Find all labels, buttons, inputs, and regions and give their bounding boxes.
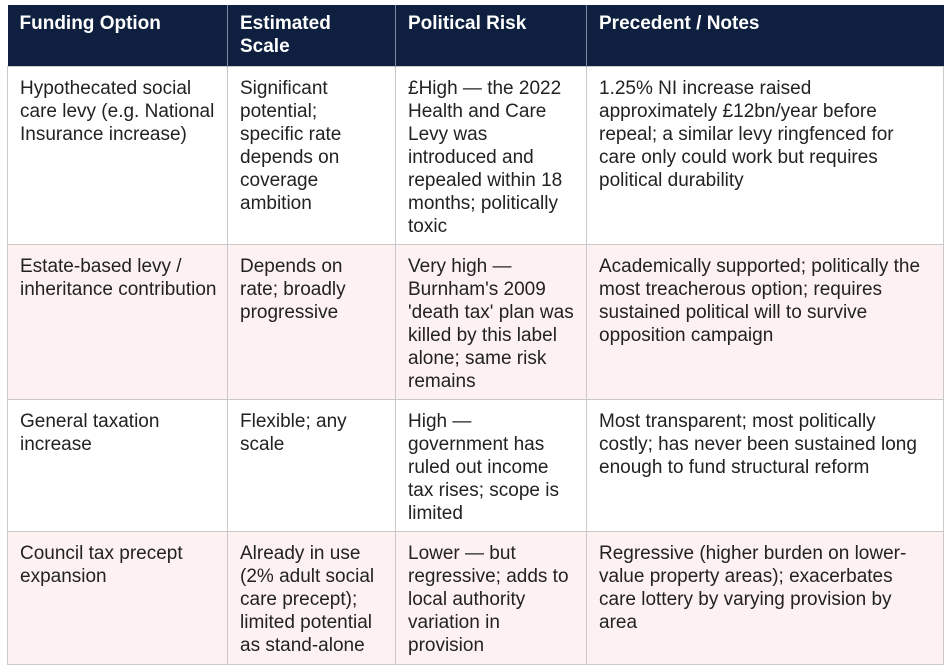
table-row: Estate-based levy / inheritance contribu…: [7, 244, 944, 400]
cell-political-risk: High — government has ruled out income t…: [395, 399, 587, 532]
cell-funding-option: General taxation increase: [7, 399, 228, 532]
cell-precedent-notes: 1.25% NI increase raised approximately £…: [586, 66, 944, 245]
cell-funding-option: Estate-based levy / inheritance contribu…: [7, 244, 228, 400]
header-precedent-notes: Precedent / Notes: [586, 5, 944, 67]
cell-estimated-scale: Flexible; any scale: [227, 399, 396, 532]
funding-options-table: Funding Option Estimated Scale Political…: [7, 5, 944, 665]
table-row: Hypothecated social care levy (e.g. Nati…: [7, 66, 944, 245]
table-row: Council tax precept expansion Already in…: [7, 531, 944, 665]
cell-funding-option: Council tax precept expansion: [7, 531, 228, 665]
header-estimated-scale: Estimated Scale: [227, 5, 396, 67]
cell-precedent-notes: Most transparent; most politically costl…: [586, 399, 944, 532]
table-row: General taxation increase Flexible; any …: [7, 399, 944, 532]
header-funding-option: Funding Option: [7, 5, 228, 67]
header-political-risk: Political Risk: [395, 5, 587, 67]
cell-funding-option: Hypothecated social care levy (e.g. Nati…: [7, 66, 228, 245]
table-header-row: Funding Option Estimated Scale Political…: [7, 5, 944, 67]
cell-political-risk: Lower — but regressive; adds to local au…: [395, 531, 587, 665]
cell-estimated-scale: Already in use (2% adult social care pre…: [227, 531, 396, 665]
cell-precedent-notes: Academically supported; politically the …: [586, 244, 944, 400]
cell-political-risk: £High — the 2022 Health and Care Levy wa…: [395, 66, 587, 245]
cell-political-risk: Very high — Burnham's 2009 'death tax' p…: [395, 244, 587, 400]
cell-precedent-notes: Regressive (higher burden on lower-value…: [586, 531, 944, 665]
cell-estimated-scale: Depends on rate; broadly progressive: [227, 244, 396, 400]
cell-estimated-scale: Significant potential; specific rate dep…: [227, 66, 396, 245]
